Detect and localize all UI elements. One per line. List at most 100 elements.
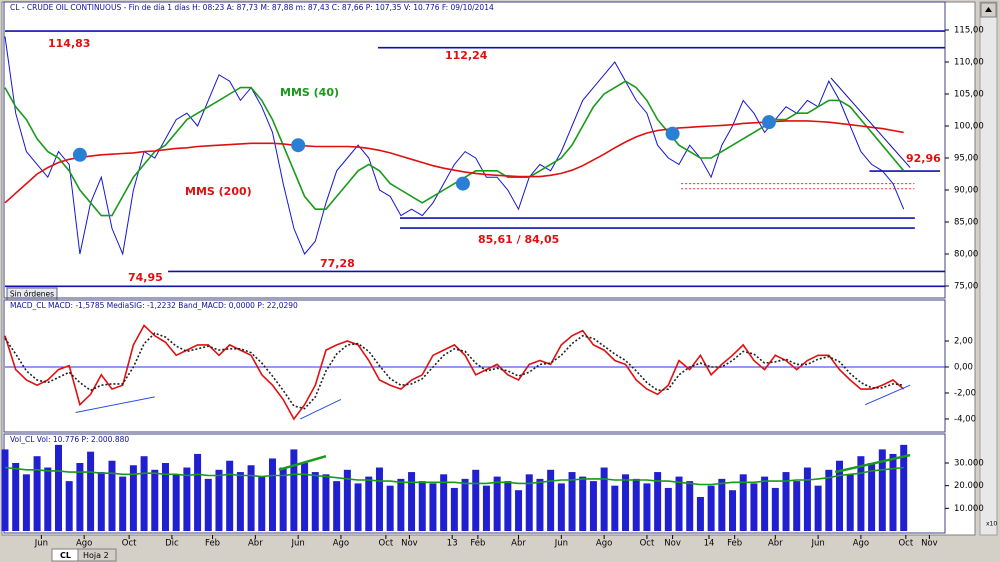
volume-bar [536,478,544,531]
tab-label[interactable]: Hoja 2 [83,551,109,560]
volume-bar [547,469,555,531]
volume-bar [504,481,512,531]
volume-bar [247,465,255,531]
series-label: MMS (40) [280,86,339,99]
chart-area [1,1,976,536]
x-tick-label: Jun [554,539,568,549]
trend-line [300,399,342,420]
x-tick-label: Feb [205,539,220,549]
panel-title: CL - CRUDE OIL CONTINUOUS - Fin de día 1… [10,3,494,12]
volume-bar [97,472,105,531]
volume-bar [258,476,266,531]
volume-bar [461,478,469,531]
series-line [4,36,905,256]
volume-bar [12,462,20,531]
x-tick-label: Oct [898,539,913,549]
crossover-dot [291,138,306,153]
x-tick-label: Feb [727,539,742,549]
volume-bar [643,483,651,531]
x-tick-label: Nov [921,539,938,549]
tab-label[interactable]: CL [60,551,71,560]
panel-frame [3,299,946,433]
volume-bar [140,456,148,531]
volume-bar [632,478,640,531]
volume-bar [215,469,223,531]
x-tick-label: Abr [248,539,263,549]
volume-bar [333,481,341,531]
volume-bar [279,467,287,531]
volume-bar [22,474,30,531]
volume-bar [290,449,298,531]
volume-bar [707,485,715,531]
volume-bar [54,444,62,531]
volume-bar [686,481,694,531]
volume-bar [654,472,662,531]
y-tick-label: 0,00 [954,362,973,372]
series-line [4,120,904,204]
volume-bar [579,476,587,531]
volume-bar [868,462,876,531]
volume-bar [354,483,362,531]
volume-bar [739,474,747,531]
series-line [4,466,904,486]
volume-bar [397,478,405,531]
volume-bar [33,456,41,531]
x-tick-label: Oct [640,539,655,549]
volume-bar [675,476,683,531]
volume-bar [718,478,726,531]
volume-bar [568,472,576,531]
y-tick-label: 30.000 [954,458,984,468]
volume-bar [44,467,52,531]
volume-bar [589,481,597,531]
scrollbar[interactable] [979,1,998,536]
x-tick-label: Dic [165,539,179,549]
series-line [4,324,905,421]
volume-bar [696,496,704,531]
volume-bar [151,469,159,531]
volume-bar [729,490,737,531]
volume-bar [301,462,309,531]
y-tick-label: 95,00 [954,153,978,163]
y-tick-label: -4,00 [954,414,976,424]
x-tick-label: Jun [34,539,48,549]
x-tick-label: Jun [810,539,824,549]
volume-bar [525,474,533,531]
crossover-dot [72,147,87,162]
volume-bar [365,476,373,531]
level-label: 77,28 [320,257,355,270]
y-tick-label: 90,00 [954,185,978,195]
x-tick-label: Ago [76,539,92,549]
volume-bar [803,467,811,531]
scale-note: x10 [986,521,997,528]
volume-bar [846,474,854,531]
x-tick-label: 13 [447,539,458,549]
y-tick-label: 20.000 [954,481,984,491]
trend-line [834,453,911,474]
volume-bar [76,462,84,531]
tab[interactable] [77,548,117,562]
volume-bar [408,472,416,531]
panel-title: Vol_CL Vol: 10.776 P: 2.000.880 [10,435,129,444]
y-tick-label: 110,00 [954,57,984,67]
y-tick-label: 105,00 [954,89,984,99]
scroll-up-arrow [985,7,992,12]
y-tick-label: 115,00 [954,25,984,35]
volume-bar [771,487,779,531]
volume-bar [900,444,908,531]
trend-line [278,454,327,471]
volume-bar [194,453,202,531]
panel-title: MACD_CL MACD: -1,5785 MediaSIG: -1,2232 … [10,301,298,310]
volume-bar [878,449,886,531]
volume-bar [857,456,865,531]
crossover-dot [665,126,680,141]
volume-bar [493,476,501,531]
volume-bar [750,483,758,531]
volume-bar [836,460,844,531]
level-label: 74,95 [128,271,163,284]
volume-bar [65,481,73,531]
volume-bar [450,487,458,531]
volume-bar [226,460,234,531]
volume-bar [429,483,437,531]
trend-line [864,384,911,406]
